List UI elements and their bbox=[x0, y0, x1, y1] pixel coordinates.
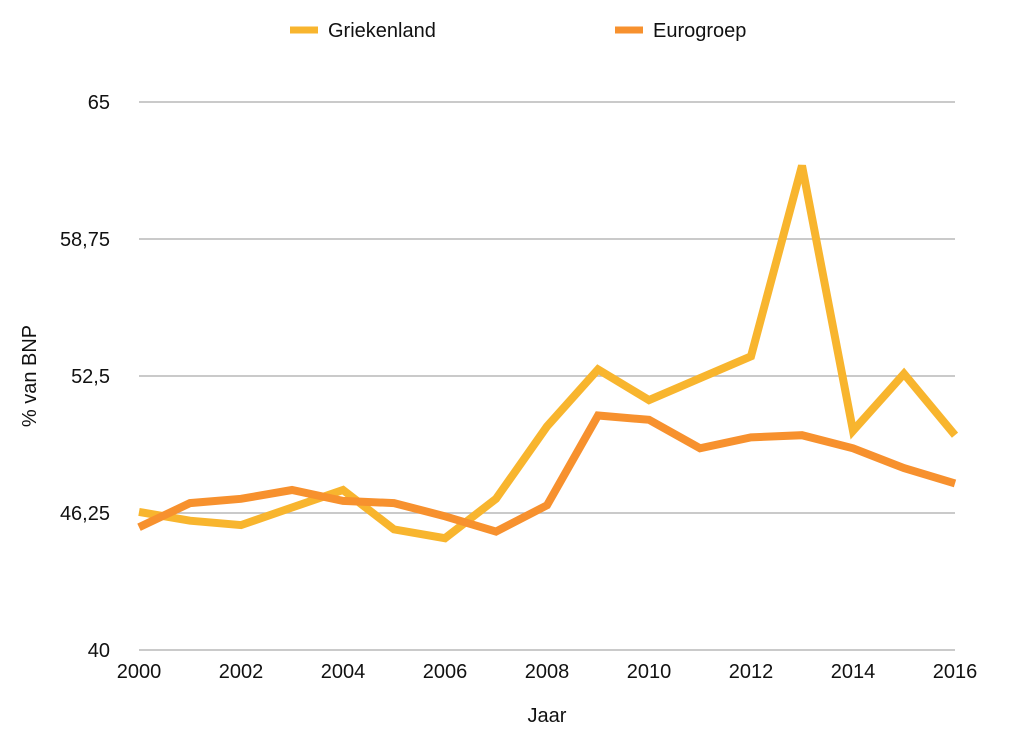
y-tick-label: 40 bbox=[88, 640, 110, 662]
gridlines bbox=[139, 101, 955, 651]
x-tick-label: 2002 bbox=[219, 661, 264, 683]
x-tick-label: 2010 bbox=[627, 661, 672, 683]
x-tick-label: 2008 bbox=[525, 661, 570, 683]
legend-label: Eurogroep bbox=[653, 20, 746, 42]
x-tick-label: 2000 bbox=[117, 661, 162, 683]
legend: Griekenland Eurogroep bbox=[290, 20, 746, 42]
y-tick-label: 46,25 bbox=[60, 503, 110, 525]
y-axis-tick-labels: 40 46,25 52,5 58,75 65 bbox=[60, 92, 110, 662]
x-axis-tick-labels: 2000 2002 2004 2006 2008 2010 2012 2014 2016 bbox=[117, 661, 978, 683]
x-tick-label: 2006 bbox=[423, 661, 468, 683]
x-tick-label: 2014 bbox=[831, 661, 876, 683]
x-tick-label: 2004 bbox=[321, 661, 366, 683]
y-tick-label: 58,75 bbox=[60, 229, 110, 251]
legend-label: Griekenland bbox=[328, 20, 436, 42]
series-lines bbox=[137, 164, 959, 543]
y-tick-label: 52,5 bbox=[71, 366, 110, 388]
x-axis-title: Jaar bbox=[528, 705, 567, 727]
y-tick-label: 65 bbox=[88, 92, 110, 114]
x-tick-label: 2012 bbox=[729, 661, 774, 683]
x-tick-label: 2016 bbox=[933, 661, 978, 683]
y-axis-title: % van BNP bbox=[19, 325, 41, 427]
series-line-eurogroep bbox=[137, 411, 957, 536]
series-line-griekenland bbox=[138, 164, 959, 543]
